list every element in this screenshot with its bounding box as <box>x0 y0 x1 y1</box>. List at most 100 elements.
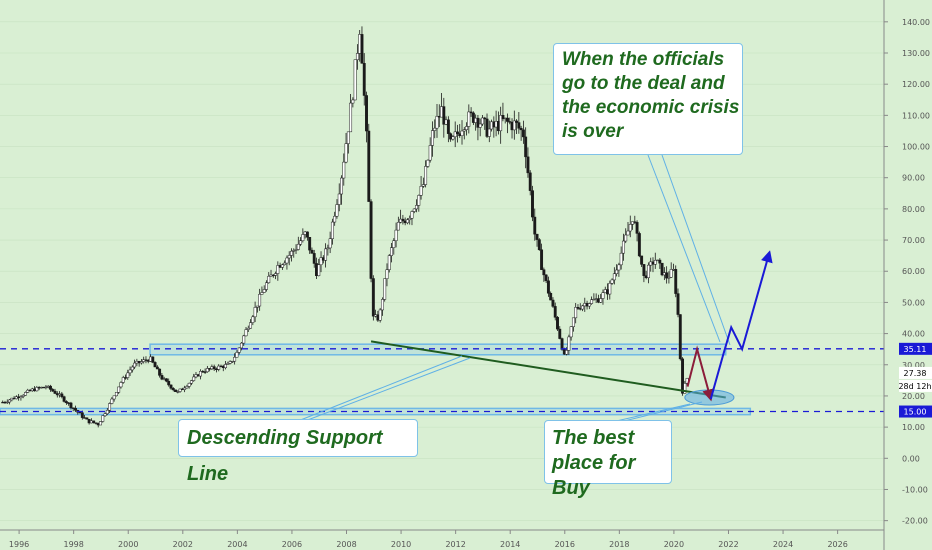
candle-body <box>390 247 393 256</box>
candle-body <box>587 303 591 307</box>
candle-body <box>274 273 278 276</box>
candle-body <box>153 362 157 368</box>
candle-body <box>133 362 137 368</box>
candle-body <box>617 264 621 271</box>
candle-body <box>244 329 248 337</box>
price-axis-ticks: 140.00 130.00 120.00 110.00 100.00 90.00 80.00… <box>884 18 930 526</box>
candle-body <box>283 262 287 266</box>
candle-body <box>419 185 423 196</box>
candle-body <box>478 123 482 128</box>
candle-body <box>553 306 557 318</box>
candle-body <box>521 129 525 138</box>
candle-body <box>187 382 191 387</box>
candle-body <box>74 407 77 411</box>
callout-best-buy: The best place for Buy <box>544 420 672 499</box>
candle-body <box>537 239 541 251</box>
candle-body <box>462 129 466 132</box>
time-tick-label: 2016 <box>555 540 575 549</box>
candle-body <box>24 392 27 396</box>
candle-body <box>369 201 373 279</box>
candle-body <box>621 240 625 254</box>
candle-body <box>199 371 202 377</box>
candle-body <box>626 230 630 236</box>
candle-body <box>431 130 434 146</box>
projection-red-path <box>686 345 715 402</box>
time-tick-label: 2024 <box>773 540 793 549</box>
candle-body <box>612 273 616 281</box>
candle-body <box>294 249 298 251</box>
time-tick-label: 2010 <box>391 540 411 549</box>
candle-body <box>571 317 575 328</box>
candle-body <box>203 371 207 373</box>
time-tick-label: 2022 <box>718 540 738 549</box>
price-series <box>1 26 689 428</box>
candle-body <box>637 233 641 257</box>
candle-body <box>335 204 339 217</box>
candle-body <box>53 390 57 394</box>
candle-body <box>653 260 657 265</box>
candle-body <box>21 394 25 397</box>
candle-body <box>178 388 182 392</box>
callout-buy-pointer-b <box>619 401 703 423</box>
candle-body <box>185 386 189 389</box>
candle-body <box>660 262 664 276</box>
candle-body <box>62 396 66 402</box>
candle-body <box>608 283 612 295</box>
candle-body <box>240 342 243 349</box>
candle-body <box>5 401 9 404</box>
time-tick-label: 1998 <box>63 540 83 549</box>
candle-body <box>635 222 639 234</box>
candle-body <box>483 117 487 120</box>
candle-body <box>337 193 341 205</box>
candle-body <box>365 95 368 132</box>
candle-body <box>305 231 309 238</box>
candle-body <box>251 316 255 323</box>
callout-support-line-text: Descending Support Line <box>187 427 383 485</box>
candle-body <box>94 422 98 424</box>
candle-body <box>408 217 412 221</box>
countdown-tag-text: 28d 12h <box>898 382 931 391</box>
time-tick-label: 2006 <box>282 540 302 549</box>
price-tick-label: 10.00 <box>902 423 925 432</box>
candle-body <box>567 336 571 351</box>
candle-body <box>280 264 284 268</box>
candle-body <box>128 369 132 374</box>
price-tick-label: -20.00 <box>902 517 928 526</box>
candle-body <box>151 356 155 363</box>
price-tick-label: 50.00 <box>902 298 925 307</box>
candle-body <box>412 208 416 212</box>
candle-body <box>487 128 491 137</box>
candle-body <box>26 389 30 393</box>
time-tick-label: 2004 <box>227 540 247 549</box>
callout-support-line: Descending Support Line <box>178 419 418 485</box>
candle-body <box>260 292 264 295</box>
candle-body <box>383 278 387 300</box>
time-axis-ticks: 1996 1998 2000 2002 2004 2006 2008 2010 2012 2014… <box>9 530 848 549</box>
candle-body <box>394 229 398 241</box>
candle-body <box>378 309 382 321</box>
candle-body <box>528 172 532 191</box>
price-tick-label: 100.00 <box>902 143 930 152</box>
candle-body <box>340 177 343 195</box>
descending-support-line <box>370 340 726 399</box>
candle-body <box>676 293 680 315</box>
candle-body <box>287 255 291 259</box>
candle-body <box>158 368 162 376</box>
candle-body <box>549 293 553 301</box>
candle-body <box>174 389 177 392</box>
candle-body <box>417 195 421 206</box>
candle-body <box>506 117 509 122</box>
candle-body <box>310 249 314 254</box>
candle-body <box>217 365 221 370</box>
callout-buy-pointer-a <box>611 403 691 423</box>
candle-body <box>183 387 187 390</box>
callout-officials-line-4: is over <box>562 121 624 142</box>
candle-body <box>565 350 569 355</box>
candle-body <box>446 119 450 134</box>
price-tick-label: 80.00 <box>902 205 925 214</box>
candle-body <box>501 115 505 120</box>
candle-body <box>524 136 528 158</box>
candle-body <box>112 395 116 400</box>
candle-body <box>401 218 405 222</box>
